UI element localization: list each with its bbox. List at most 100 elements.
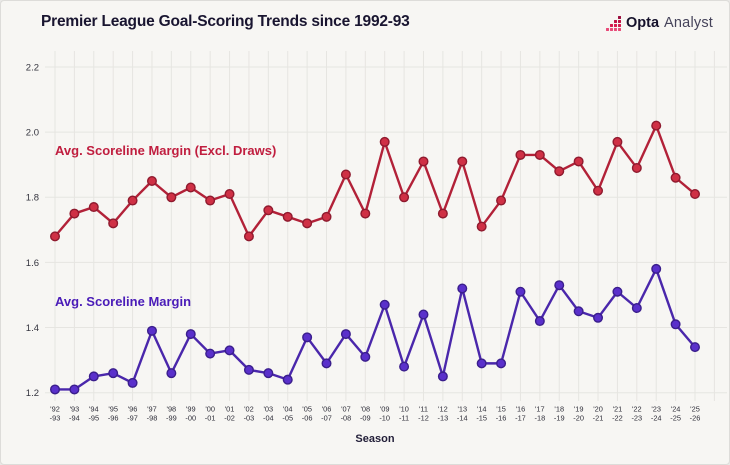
data-point — [573, 306, 584, 317]
x-tick-label: '16 — [516, 405, 526, 414]
x-gridlines — [54, 51, 715, 401]
data-point — [593, 312, 604, 323]
x-axis: '92-93'93-94'94-95'95-96'96-97'97-98'98-… — [50, 405, 701, 446]
data-point — [593, 185, 604, 196]
data-point — [670, 319, 681, 330]
y-tick-label: 1.8 — [26, 193, 39, 204]
x-tick-label: -04 — [263, 414, 274, 423]
x-tick-label: -00 — [185, 414, 196, 423]
x-tick-label: -21 — [593, 414, 604, 423]
x-tick-label: '99 — [186, 405, 196, 414]
x-tick-label: -23 — [631, 414, 642, 423]
x-tick-label: '93 — [70, 405, 80, 414]
x-tick-label: '08 — [360, 405, 370, 414]
x-tick-label: -06 — [302, 414, 313, 423]
data-point — [282, 211, 293, 222]
page-title: Premier League Goal-Scoring Trends since… — [41, 13, 410, 30]
x-tick-label: '04 — [283, 405, 293, 414]
x-tick-label: '23 — [651, 405, 661, 414]
logo-pixel — [614, 23, 618, 27]
series-all-results — [50, 263, 701, 395]
y-tick-label: 1.2 — [26, 388, 39, 399]
data-point — [88, 371, 99, 382]
x-tick-label: '11 — [419, 405, 428, 414]
data-point — [185, 182, 196, 193]
data-point — [457, 283, 468, 294]
x-tick-label: -07 — [321, 414, 332, 423]
data-point — [379, 136, 390, 147]
data-point — [263, 205, 274, 216]
logo-pixel — [614, 19, 618, 23]
data-point — [360, 208, 371, 219]
data-point — [651, 120, 662, 131]
x-tick-label: -13 — [438, 414, 449, 423]
data-point — [534, 149, 545, 160]
x-tick-label: '92 — [50, 405, 60, 414]
x-tick-label: -03 — [244, 414, 255, 423]
x-tick-label: -24 — [651, 414, 662, 423]
data-point — [69, 384, 80, 395]
x-tick-label: '24 — [671, 405, 681, 414]
data-point — [302, 332, 313, 343]
data-point — [69, 208, 80, 219]
series-excl-draws — [50, 120, 701, 242]
data-point — [457, 156, 468, 167]
data-point — [185, 329, 196, 340]
legend-all-results: Avg. Scoreline Margin — [55, 294, 192, 309]
data-point — [437, 208, 448, 219]
x-tick-label: '15 — [496, 405, 506, 414]
logo-pixel — [610, 23, 614, 27]
x-tick-label: '21 — [613, 405, 623, 414]
data-point — [205, 195, 216, 206]
data-point — [554, 166, 565, 177]
x-tick-label: '14 — [477, 405, 487, 414]
x-tick-label: '01 — [225, 405, 235, 414]
x-tick-label: -22 — [612, 414, 623, 423]
data-point — [88, 202, 99, 213]
x-tick-label: -20 — [573, 414, 584, 423]
x-tick-label: -10 — [379, 414, 390, 423]
x-tick-label: '20 — [593, 405, 603, 414]
data-point — [612, 286, 623, 297]
data-point — [496, 358, 507, 369]
y-axis: 1.2 1.4 1.6 1.8 2.0 2.2 — [26, 62, 39, 399]
data-point — [263, 368, 274, 379]
x-tick-label: -12 — [418, 414, 429, 423]
x-tick-label: -93 — [50, 414, 61, 423]
x-tick-label: '07 — [341, 405, 351, 414]
data-point — [418, 156, 429, 167]
y-tick-label: 2.0 — [26, 128, 39, 139]
x-tick-label: '03 — [264, 405, 274, 414]
data-point — [399, 361, 410, 372]
x-tick-label: -25 — [670, 414, 681, 423]
x-tick-label: -26 — [690, 414, 701, 423]
data-point — [573, 156, 584, 167]
x-tick-label: -17 — [515, 414, 526, 423]
data-point — [476, 221, 487, 232]
brand-logo: Opta Analyst — [606, 15, 713, 31]
x-tick-label: -18 — [535, 414, 546, 423]
data-point — [437, 371, 448, 382]
x-tick-label: '02 — [244, 405, 254, 414]
data-point — [360, 351, 371, 362]
data-point — [166, 192, 177, 203]
brand-name-light: Analyst — [664, 15, 713, 31]
x-tick-label: '97 — [147, 405, 157, 414]
x-tick-label: -08 — [341, 414, 352, 423]
data-point — [146, 325, 157, 336]
x-tick-label: '96 — [128, 405, 138, 414]
x-tick-label: -99 — [166, 414, 177, 423]
x-tick-label: '17 — [535, 405, 545, 414]
y-gridlines — [45, 66, 727, 394]
x-tick-label: '09 — [380, 405, 390, 414]
data-point — [108, 368, 119, 379]
x-tick-label: '13 — [457, 405, 467, 414]
series-line — [53, 124, 697, 238]
x-tick-label: -05 — [282, 414, 293, 423]
x-tick-label: -97 — [127, 414, 138, 423]
x-tick-label: -98 — [147, 414, 158, 423]
data-point — [534, 316, 545, 327]
data-point — [340, 169, 351, 180]
data-point — [631, 303, 642, 314]
